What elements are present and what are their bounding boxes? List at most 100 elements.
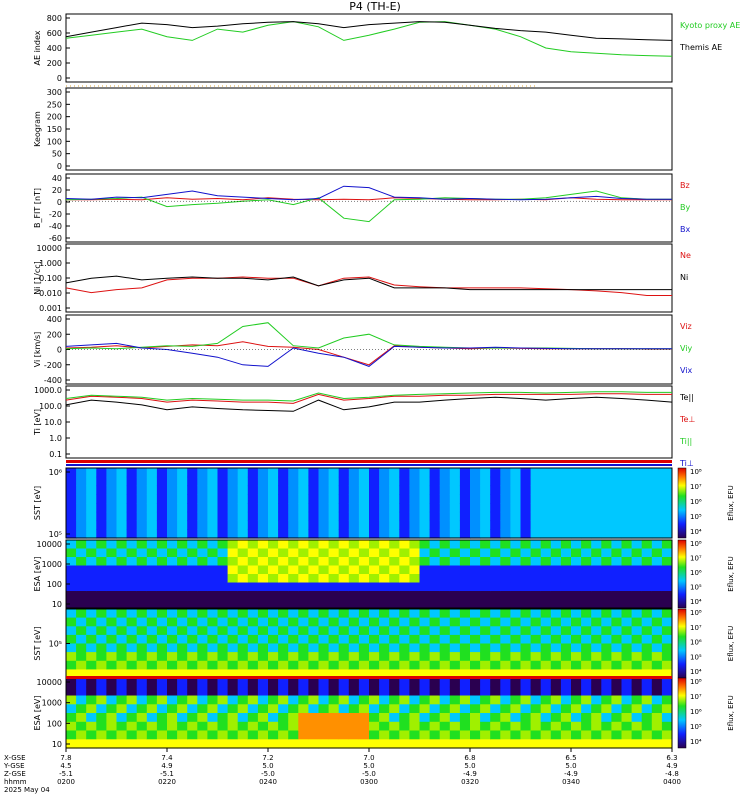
heatmap-cell <box>177 721 188 732</box>
heatmap-cell <box>308 529 319 539</box>
heatmap-cell <box>207 721 218 732</box>
heatmap-cell <box>278 557 289 566</box>
heatmap-cell <box>601 529 612 539</box>
heatmap-cell <box>621 574 633 583</box>
heatmap-cell <box>631 730 643 740</box>
heatmap-cell <box>419 660 431 670</box>
heatmap-cell <box>439 540 451 549</box>
heatmap-cell <box>116 634 128 644</box>
heatmap-cell <box>227 643 239 653</box>
heatmap-cell <box>641 730 653 740</box>
heatmap-cell <box>399 739 410 749</box>
heatmap-cell <box>581 548 592 558</box>
heatmap-cell <box>308 704 319 714</box>
heatmap-cell <box>197 557 208 566</box>
heatmap-cell <box>429 582 441 592</box>
heatmap-cell <box>278 730 289 740</box>
heatmap-cell <box>308 599 319 609</box>
heatmap-cell <box>510 739 521 749</box>
heatmap-cell <box>409 678 420 688</box>
heatmap-cell <box>348 678 360 688</box>
heatmap-cell <box>651 609 663 619</box>
heatmap-cell <box>187 695 198 705</box>
heatmap-cell <box>187 503 198 513</box>
heatmap-cell <box>338 582 350 592</box>
heatmap-cell <box>369 485 380 495</box>
heatmap-cell <box>530 511 542 522</box>
colorbar-label: Eflux, EFU <box>727 485 735 520</box>
heatmap-cell <box>651 476 663 487</box>
legend-themis-ae: Themis AE <box>679 43 722 52</box>
heatmap-cell <box>328 494 340 504</box>
heatmap-cell <box>247 582 259 592</box>
heatmap-cell <box>167 730 178 740</box>
heatmap-cell <box>651 565 663 575</box>
heatmap-cell <box>237 511 249 522</box>
heatmap-cell <box>581 730 592 740</box>
heatmap-cell <box>146 520 158 530</box>
heatmap-cell <box>207 652 218 662</box>
heatmap-cell <box>358 652 370 662</box>
heatmap-cell <box>631 626 643 636</box>
heatmap-cell <box>459 660 471 670</box>
heatmap-cell <box>439 669 451 679</box>
heatmap-cell <box>308 574 319 583</box>
heatmap-cell <box>550 582 562 592</box>
heatmap-cell <box>106 643 117 653</box>
heatmap-cell <box>318 713 330 723</box>
heatmap-cell <box>308 739 319 749</box>
heatmap-cell <box>379 721 390 732</box>
heatmap-cell <box>449 721 461 732</box>
heatmap-cell <box>621 503 633 513</box>
heatmap-cell <box>66 704 77 714</box>
heatmap-cell <box>86 485 97 495</box>
heatmap-cell <box>146 678 158 688</box>
heatmap-cell <box>490 529 501 539</box>
heatmap-cell <box>591 652 602 662</box>
heatmap-cell <box>257 730 269 740</box>
heatmap-cell <box>500 626 511 636</box>
heatmap-cell <box>550 686 562 697</box>
heatmap-cell <box>358 503 370 513</box>
heatmap-cell <box>389 678 400 688</box>
x-tick-label: -4.8 <box>665 770 679 778</box>
heatmap-cell <box>227 721 239 732</box>
heatmap-cell <box>136 678 148 688</box>
heatmap-cell <box>106 609 117 619</box>
heatmap-cell <box>560 652 572 662</box>
heatmap-cell <box>581 494 592 504</box>
heatmap-cell <box>399 520 410 530</box>
heatmap-cell <box>358 721 370 732</box>
heatmap-cell <box>389 617 400 627</box>
heatmap-cell <box>136 739 148 749</box>
heatmap-cell <box>308 660 319 670</box>
heatmap-cell <box>470 713 481 723</box>
heatmap-cell <box>530 695 542 705</box>
heatmap-cell <box>611 669 622 679</box>
heatmap-cell <box>429 599 441 609</box>
heatmap-cell <box>581 704 592 714</box>
heatmap-cell <box>86 695 97 705</box>
heatmap-cell <box>439 548 451 558</box>
heatmap-cell <box>247 503 259 513</box>
heatmap-cell <box>187 730 198 740</box>
heatmap-cell <box>611 695 622 705</box>
heatmap-cell <box>540 599 552 609</box>
heatmap-cell <box>318 678 330 688</box>
heatmap-cell <box>581 643 592 653</box>
heatmap-cell <box>459 739 471 749</box>
heatmap-cell <box>389 599 400 609</box>
heatmap-cell <box>156 660 168 670</box>
heatmap-cell <box>268 626 279 636</box>
heatmap-cell <box>298 591 309 600</box>
heatmap-cell <box>439 520 451 530</box>
heatmap-cell <box>348 574 360 583</box>
heatmap-cell <box>661 669 673 679</box>
heatmap-cell <box>510 591 521 600</box>
heatmap-cell <box>449 669 461 679</box>
heatmap-cell <box>490 565 501 575</box>
heatmap-cell <box>379 669 390 679</box>
heatmap-cell <box>550 730 562 740</box>
heatmap-cell <box>237 582 249 592</box>
